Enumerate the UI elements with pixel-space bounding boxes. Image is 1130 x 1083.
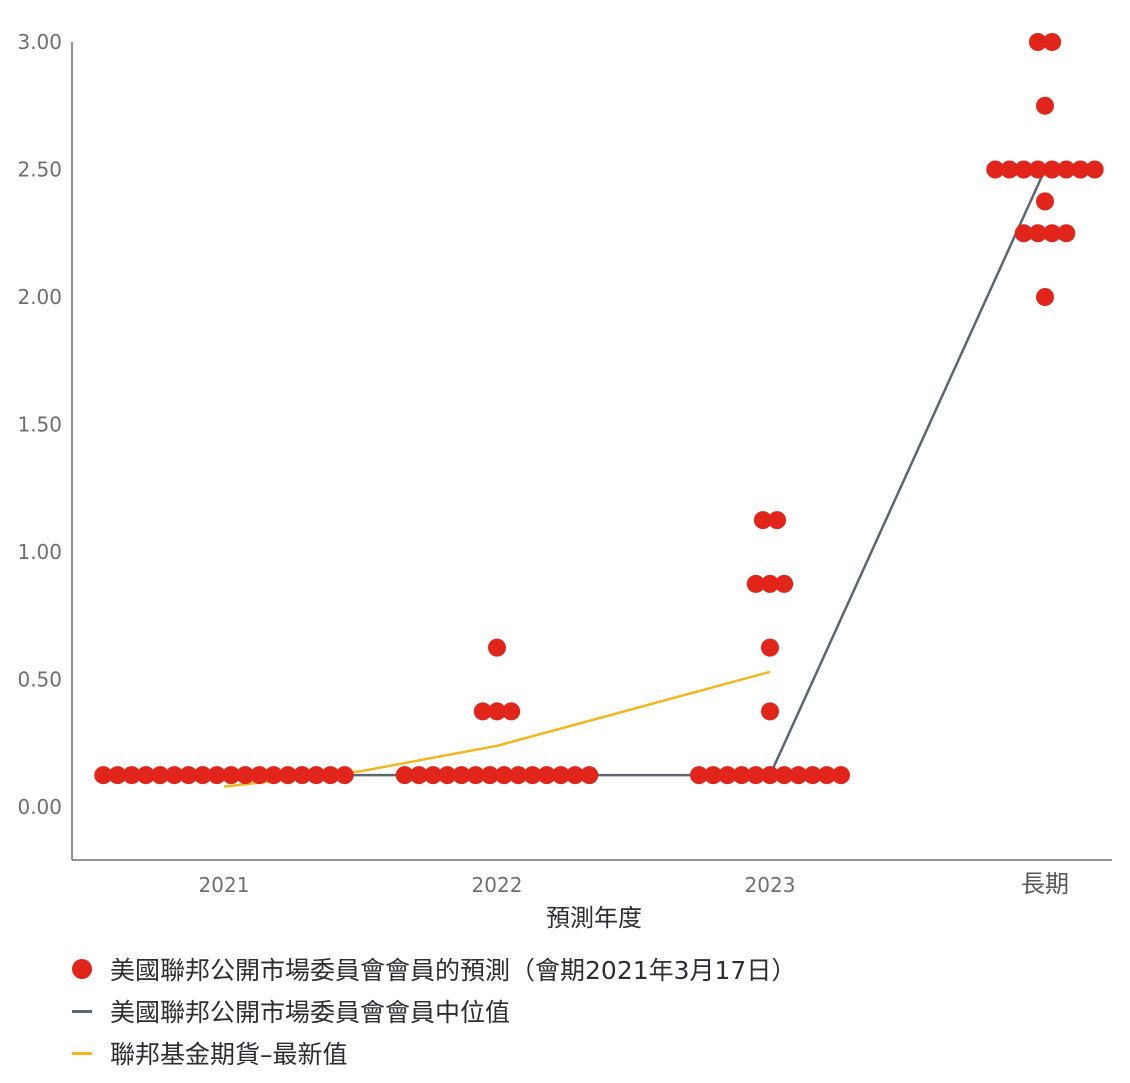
y-tick-label: 0.50 (17, 668, 62, 692)
forecast-dot (523, 766, 542, 785)
y-tick-label: 2.00 (17, 285, 62, 309)
legend-label-futures: 聯邦基金期貨–最新值 (110, 1040, 348, 1069)
forecast-dot (986, 160, 1005, 179)
forecast-dot (278, 766, 297, 785)
forecast-dot (566, 766, 585, 785)
legend-item-dots: 美國聯邦公開市場委員會會員的預測（會期2021年3月17日） (72, 948, 796, 990)
y-axis-ticks: 0.00 0.50 1.00 1.50 2.00 2.50 3.00 (17, 30, 62, 819)
forecast-dot (466, 766, 485, 785)
forecast-dot (761, 638, 779, 657)
forecast-dot (495, 766, 514, 785)
forecast-dot (761, 574, 779, 593)
forecast-dot (718, 766, 737, 785)
forecast-dot (480, 766, 499, 785)
forecast-dot (789, 766, 808, 785)
forecast-dot (1043, 224, 1062, 243)
forecast-dot (746, 766, 765, 785)
forecast-dot (122, 766, 141, 785)
forecast-dot (775, 766, 794, 785)
forecast-dot (1000, 160, 1019, 179)
dots-series (94, 33, 1104, 785)
forecast-dot (321, 766, 340, 785)
forecast-dot (732, 766, 751, 785)
forecast-dot (108, 766, 127, 785)
legend-item-median: 美國聯邦公開市場委員會會員中位值 (72, 990, 796, 1032)
forecast-dot (452, 766, 471, 785)
forecast-dot (409, 766, 428, 785)
forecast-dot (424, 766, 443, 785)
x-tick-label: 2021 (199, 873, 250, 897)
forecast-dot (264, 766, 283, 785)
forecast-dot (236, 766, 255, 785)
forecast-dot (473, 702, 492, 721)
forecast-dot (1057, 160, 1076, 179)
y-tick-label: 2.50 (17, 158, 62, 182)
forecast-dot (1014, 224, 1033, 243)
forecast-dot (704, 766, 723, 785)
forecast-dot (746, 574, 765, 593)
forecast-dot (1085, 160, 1104, 179)
forecast-dot (690, 766, 708, 785)
legend-dot-marker (72, 959, 92, 979)
forecast-dot (775, 574, 794, 593)
median-series (224, 168, 1047, 777)
forecast-dot (1043, 33, 1062, 51)
y-tick-label: 0.00 (17, 795, 62, 819)
forecast-dot (761, 766, 779, 785)
forecast-dot (165, 766, 184, 785)
median-line-path (224, 168, 1047, 777)
forecast-dot (1043, 160, 1062, 179)
forecast-dot (1036, 96, 1054, 115)
x-tick-label: 2022 (472, 873, 523, 897)
forecast-dot (250, 766, 269, 785)
forecast-dot (488, 638, 506, 657)
forecast-dot (580, 766, 599, 785)
legend-label-median: 美國聯邦公開市場委員會會員中位值 (110, 998, 511, 1027)
forecast-dot (817, 766, 836, 785)
forecast-dot (1028, 33, 1047, 51)
y-tick-label: 3.00 (17, 30, 62, 54)
x-axis-categories: 2021 2022 2023 長期 (199, 870, 1069, 898)
legend: 美國聯邦公開市場委員會會員的預測（會期2021年3月17日） 美國聯邦公開市場委… (72, 948, 796, 1074)
forecast-dot (753, 511, 772, 530)
forecast-dot (179, 766, 198, 785)
forecast-dot (307, 766, 326, 785)
forecast-dot (502, 702, 521, 721)
forecast-dot (551, 766, 570, 785)
forecast-dot (1014, 160, 1033, 179)
forecast-dot (94, 766, 113, 785)
forecast-dot (537, 766, 556, 785)
forecast-dot (395, 766, 414, 785)
forecast-dot (335, 766, 354, 785)
legend-median-marker (72, 1009, 92, 1013)
forecast-dot (438, 766, 457, 785)
x-tick-label: 2023 (745, 873, 796, 897)
forecast-dot (151, 766, 170, 785)
forecast-dot (509, 766, 528, 785)
x-tick-label: 長期 (1021, 870, 1069, 898)
forecast-dot (803, 766, 822, 785)
forecast-dot (1057, 224, 1076, 243)
forecast-dot (1036, 288, 1054, 306)
forecast-dot (293, 766, 312, 785)
forecast-dot (136, 766, 155, 785)
y-tick-label: 1.50 (17, 413, 62, 437)
forecast-dot (1036, 192, 1054, 211)
forecast-dot (222, 766, 241, 785)
forecast-dot (1028, 160, 1047, 179)
forecast-dot (761, 702, 779, 721)
legend-futures-marker (72, 1051, 92, 1055)
forecast-dot (1071, 160, 1090, 179)
forecast-dot (207, 766, 226, 785)
forecast-dot (193, 766, 212, 785)
forecast-dot (488, 702, 506, 721)
x-axis-title: 預測年度 (546, 904, 642, 932)
y-tick-label: 1.00 (17, 540, 62, 564)
forecast-dot (1028, 224, 1047, 243)
forecast-dot (832, 766, 850, 785)
legend-item-futures: 聯邦基金期貨–最新值 (72, 1032, 796, 1074)
legend-label-dots: 美國聯邦公開市場委員會會員的預測（會期2021年3月17日） (110, 956, 797, 985)
forecast-dot (768, 511, 787, 530)
